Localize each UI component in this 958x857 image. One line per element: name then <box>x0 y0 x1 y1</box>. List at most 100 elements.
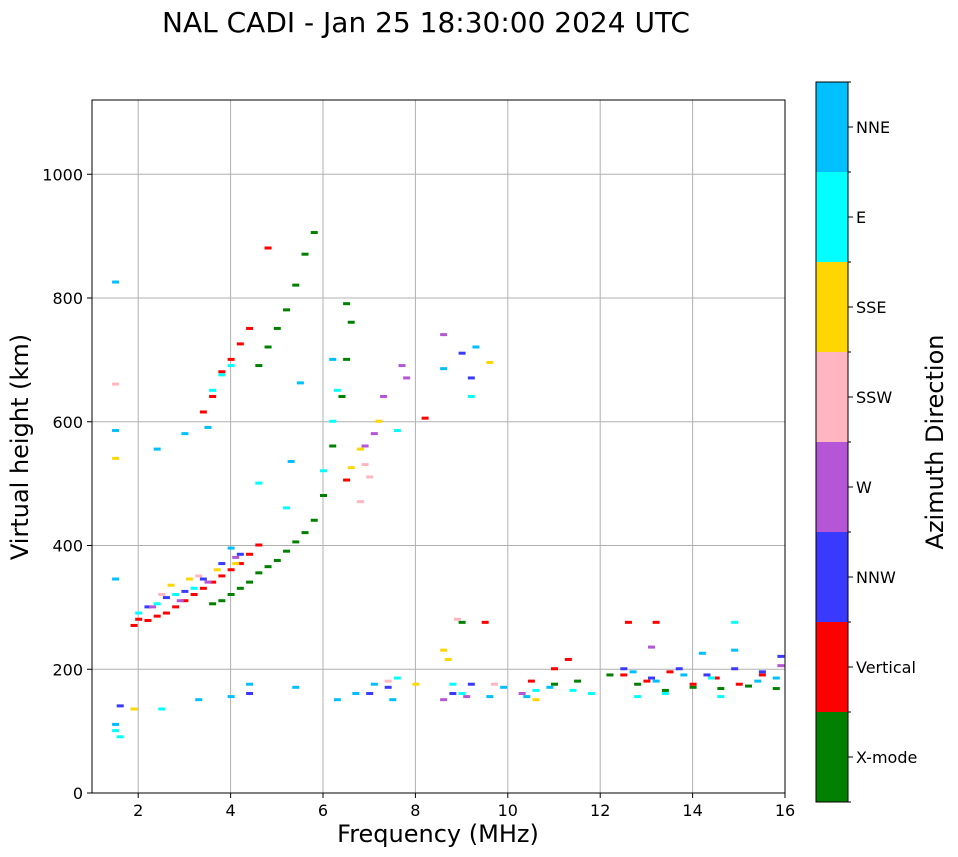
echo-point-vertical <box>481 620 489 624</box>
echo-point-nne <box>195 698 203 702</box>
echo-point-x-mode <box>264 345 272 349</box>
echo-point-nnw <box>199 577 207 581</box>
echo-point-nne <box>523 695 531 699</box>
y-tick-label: 600 <box>52 413 83 432</box>
echo-point-nnw <box>246 692 254 695</box>
echo-point-e <box>218 373 226 377</box>
echo-point-vertical <box>135 617 143 621</box>
echo-point-vertical <box>620 673 628 677</box>
echo-point-nnw <box>366 692 374 695</box>
echo-point-x-mode <box>310 231 318 235</box>
echo-point-x-mode <box>689 685 697 689</box>
x-tick-label: 4 <box>226 801 236 820</box>
echo-point-vertical <box>181 599 189 603</box>
echo-point-e <box>209 388 217 392</box>
x-tick-label: 2 <box>133 801 143 820</box>
echo-point-vertical <box>153 614 161 618</box>
echo-point-vertical <box>162 611 170 615</box>
echo-point-x-mode <box>661 688 669 692</box>
echo-point-e <box>172 593 180 596</box>
echo-point-nnw <box>181 589 189 593</box>
colorbar-tick-label: X-mode <box>856 748 917 767</box>
echo-point-e <box>449 682 457 686</box>
echo-point-nne <box>292 685 300 689</box>
echo-point-w <box>176 599 184 603</box>
echo-point-e <box>458 692 466 695</box>
chart-title: NAL CADI - Jan 25 18:30:00 2024 UTC <box>162 6 690 39</box>
echo-point-w <box>370 432 378 436</box>
y-tick-label: 800 <box>52 289 83 308</box>
echo-point-vertical <box>551 667 558 671</box>
echo-points <box>112 231 785 739</box>
echo-point-w <box>149 605 157 609</box>
echo-point-nnw <box>144 605 152 609</box>
echo-point-e <box>153 602 161 606</box>
colorbar-swatch <box>816 532 848 622</box>
echo-point-vertical <box>227 568 235 572</box>
echo-point-ssw <box>195 574 203 578</box>
echo-point-vertical <box>758 673 766 677</box>
echo-point-vertical <box>527 679 535 683</box>
echo-point-vertical <box>255 543 263 547</box>
echo-point-vertical <box>343 478 351 482</box>
colorbar-tick-label: NNW <box>856 568 896 587</box>
echo-point-nnw <box>218 562 226 566</box>
colorbar-tick-label: W <box>856 478 872 497</box>
echo-point-nnw <box>731 667 739 671</box>
echo-point-sse <box>532 698 540 702</box>
echo-point-x-mode <box>255 364 263 368</box>
echo-point-vertical <box>218 574 226 578</box>
colorbar-tick-label: NNE <box>856 118 890 137</box>
echo-point-nne <box>246 682 254 686</box>
echo-point-nnw <box>703 673 711 677</box>
echo-point-e <box>135 611 143 615</box>
echo-point-nnw <box>777 654 785 658</box>
echo-point-x-mode <box>209 602 217 606</box>
echo-point-vertical <box>652 620 660 624</box>
echo-point-nne <box>486 695 494 699</box>
echo-point-vertical <box>209 395 217 398</box>
x-tick-label: 14 <box>682 801 702 820</box>
echo-point-vertical <box>264 246 272 250</box>
echo-point-e <box>661 692 669 695</box>
echo-point-x-mode <box>227 593 235 596</box>
echo-point-x-mode <box>292 283 300 287</box>
echo-point-nnw <box>384 685 392 689</box>
echo-point-x-mode <box>347 320 355 324</box>
echo-point-x-mode <box>292 540 300 544</box>
echo-point-e <box>329 419 337 423</box>
echo-point-nne <box>698 651 706 655</box>
echo-point-x-mode <box>338 395 346 398</box>
echo-point-sse <box>486 360 494 364</box>
echo-point-e <box>708 676 716 680</box>
echo-point-sse <box>213 568 221 572</box>
echo-point-x-mode <box>320 494 327 497</box>
echo-point-x-mode <box>283 549 291 553</box>
echo-point-x-mode <box>717 687 725 691</box>
echo-point-x-mode <box>301 531 309 535</box>
echo-point-vertical <box>246 326 254 330</box>
echo-point-nnw <box>116 704 124 708</box>
echo-point-e <box>158 707 166 711</box>
colorbar: X-mode Vertical NNW W SSW SSE E NNE <box>815 81 917 803</box>
echo-point-nne <box>329 357 337 361</box>
echo-point-nne <box>112 722 120 726</box>
echo-point-e <box>112 729 120 733</box>
echo-point-ssw <box>384 679 392 683</box>
echo-point-e <box>634 695 642 699</box>
echo-point-x-mode <box>310 518 318 522</box>
echo-point-nne <box>731 648 739 652</box>
echo-point-ssw <box>490 682 498 686</box>
echo-point-e <box>731 620 739 624</box>
echo-point-nne <box>112 429 120 433</box>
colorbar-swatch <box>816 82 848 172</box>
colorbar-frame <box>815 81 849 803</box>
colorbar-label: Azimuth Direction <box>921 335 949 550</box>
echo-point-e <box>283 506 291 510</box>
colorbar-tick-label: E <box>856 208 866 227</box>
x-tick-label: 6 <box>318 801 328 820</box>
echo-point-sse <box>440 648 448 652</box>
colorbar-swatch <box>816 172 848 262</box>
echo-point-ssw <box>158 593 166 596</box>
echo-point-nnw <box>458 351 466 355</box>
